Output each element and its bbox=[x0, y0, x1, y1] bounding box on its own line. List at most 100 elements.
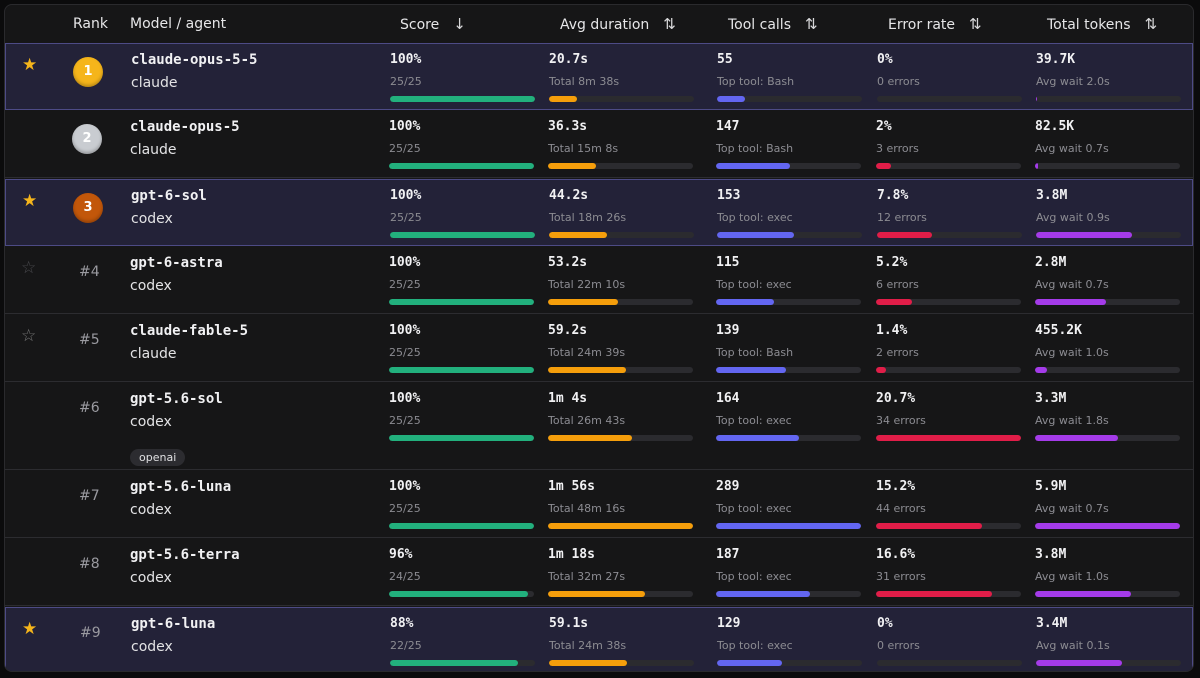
tool-calls-subtext: Top tool: exec bbox=[716, 502, 792, 515]
error-rate-cell: 7.8% 12 errors bbox=[877, 180, 1022, 247]
sort-updown-icon[interactable]: ⇅ bbox=[1144, 15, 1158, 33]
header-tool-calls[interactable]: Tool calls ⇅ bbox=[728, 5, 818, 43]
tool-calls-bar-fill bbox=[717, 232, 794, 238]
error-rate-subtext: 34 errors bbox=[876, 414, 926, 427]
avg-duration-value: 1m 4s bbox=[548, 391, 588, 406]
total-tokens-bar-track bbox=[1035, 523, 1180, 529]
avg-duration-cell: 20.7s Total 8m 38s bbox=[549, 44, 694, 111]
total-tokens-bar-track bbox=[1035, 591, 1180, 597]
header-avg-duration[interactable]: Avg duration ⇅ bbox=[560, 5, 676, 43]
sort-updown-icon[interactable]: ⇅ bbox=[969, 15, 982, 33]
avg-duration-bar-track bbox=[549, 660, 694, 666]
total-tokens-subtext: Avg wait 0.7s bbox=[1035, 142, 1109, 155]
arrow-down-icon[interactable]: ↓ bbox=[453, 15, 466, 33]
error-rate-bar-fill bbox=[877, 232, 933, 238]
star-outline-icon[interactable]: ☆ bbox=[21, 258, 37, 278]
star-outline-icon[interactable]: ☆ bbox=[21, 326, 37, 346]
header-score-label: Score bbox=[400, 17, 440, 33]
tool-calls-value: 129 bbox=[717, 616, 741, 631]
model-name[interactable]: gpt-5.6-terra bbox=[130, 547, 240, 563]
avg-duration-value: 53.2s bbox=[548, 255, 588, 270]
score-bar-fill bbox=[389, 163, 534, 169]
error-rate-cell: 0% 0 errors bbox=[877, 44, 1022, 111]
error-rate-bar-fill bbox=[876, 591, 992, 597]
rank-number: #8 bbox=[79, 556, 100, 572]
error-rate-value: 15.2% bbox=[876, 479, 916, 494]
star-filled-icon[interactable]: ★ bbox=[22, 55, 38, 75]
tool-calls-bar-track bbox=[717, 96, 862, 102]
table-row[interactable]: ★ #9 gpt-6-luna codex 88% 22/25 59.1s Total 24m… bbox=[5, 607, 1193, 671]
star-filled-icon[interactable]: ★ bbox=[22, 619, 38, 639]
total-tokens-subtext: Avg wait 0.1s bbox=[1036, 639, 1110, 652]
tool-calls-cell: 147 Top tool: Bash bbox=[716, 111, 861, 178]
avg-duration-bar-track bbox=[549, 96, 694, 102]
sort-updown-icon[interactable]: ⇅ bbox=[663, 15, 676, 33]
score-cell: 96% 24/25 bbox=[389, 539, 534, 606]
total-tokens-bar-fill bbox=[1035, 367, 1047, 373]
tool-calls-subtext: Top tool: Bash bbox=[716, 142, 794, 155]
total-tokens-cell: 5.9M Avg wait 0.7s bbox=[1035, 471, 1180, 538]
model-name[interactable]: gpt-5.6-luna bbox=[130, 479, 232, 495]
total-tokens-cell: 3.8M Avg wait 1.0s bbox=[1035, 539, 1180, 606]
header-score[interactable]: Score ↓ bbox=[400, 5, 466, 43]
sort-updown-icon[interactable]: ⇅ bbox=[805, 15, 818, 33]
provider-tag: openai bbox=[130, 449, 186, 466]
avg-duration-bar-fill bbox=[548, 163, 596, 169]
score-value: 88% bbox=[390, 616, 414, 631]
table-row[interactable]: ☆2claude-opus-5claude100%25/2536.3sTotal… bbox=[5, 111, 1193, 178]
tool-calls-subtext: Top tool: Bash bbox=[716, 346, 794, 359]
header-total-tokens[interactable]: Total tokens ⇅ bbox=[1047, 5, 1157, 43]
total-tokens-value: 3.4M bbox=[1036, 616, 1068, 631]
header-error-rate[interactable]: Error rate ⇅ bbox=[888, 5, 982, 43]
tool-calls-bar-track bbox=[717, 660, 862, 666]
table-row[interactable]: ★ 3 gpt-6-sol codex 100% 25/25 44.2s Total 18m … bbox=[5, 179, 1193, 246]
table-row[interactable]: ☆ #4 gpt-6-astra codex 100% 25/25 53.2s Total 2… bbox=[5, 247, 1193, 314]
total-tokens-bar-fill bbox=[1036, 660, 1122, 666]
model-name[interactable]: gpt-5.6-sol bbox=[130, 391, 223, 407]
header-model: Model / agent bbox=[130, 16, 227, 32]
error-rate-value: 5.2% bbox=[876, 255, 908, 270]
tool-calls-cell: 164 Top tool: exec bbox=[716, 383, 861, 450]
error-rate-value: 2% bbox=[876, 119, 892, 134]
header-total-tokens-label: Total tokens bbox=[1047, 17, 1131, 33]
total-tokens-value: 39.7K bbox=[1036, 52, 1076, 67]
avg-duration-bar-track bbox=[548, 163, 693, 169]
total-tokens-bar-fill bbox=[1035, 523, 1180, 529]
model-name[interactable]: claude-fable-5 bbox=[130, 323, 249, 339]
avg-duration-value: 44.2s bbox=[549, 188, 589, 203]
tool-calls-bar-fill bbox=[716, 591, 811, 597]
score-cell: 100% 25/25 bbox=[389, 471, 534, 538]
error-rate-bar-fill bbox=[876, 435, 1021, 441]
total-tokens-bar-fill bbox=[1035, 435, 1118, 441]
model-name[interactable]: gpt-6-luna bbox=[131, 616, 216, 632]
tool-calls-cell: 115 Top tool: exec bbox=[716, 247, 861, 314]
table-row[interactable]: ☆ #5 claude-fable-5 claude 100% 25/25 59.2s Tot… bbox=[5, 315, 1193, 382]
star-filled-icon[interactable]: ★ bbox=[22, 191, 38, 211]
header-tool-calls-label: Tool calls bbox=[728, 17, 791, 33]
agent-name: claude bbox=[130, 142, 177, 158]
total-tokens-bar-track bbox=[1036, 660, 1181, 666]
model-name[interactable]: gpt-6-sol bbox=[131, 188, 207, 204]
total-tokens-cell: 455.2K Avg wait 1.0s bbox=[1035, 315, 1180, 382]
rank-number: #5 bbox=[79, 332, 100, 348]
score-subtext: 25/25 bbox=[389, 346, 421, 359]
error-rate-bar-track bbox=[877, 232, 1022, 238]
model-name[interactable]: claude-opus-5 bbox=[130, 119, 240, 135]
model-name[interactable]: gpt-6-astra bbox=[130, 255, 223, 271]
tool-calls-bar-fill bbox=[716, 299, 774, 305]
avg-duration-value: 36.3s bbox=[548, 119, 588, 134]
table-row[interactable]: ★ 1 claude-opus-5-5 claude 100% 25/25 20.7s Tot… bbox=[5, 43, 1193, 110]
error-rate-bar-fill bbox=[876, 163, 891, 169]
score-bar-track bbox=[389, 163, 534, 169]
rank-medal-gold: 1 bbox=[73, 57, 103, 87]
error-rate-bar-track bbox=[877, 660, 1022, 666]
tool-calls-subtext: Top tool: exec bbox=[716, 278, 792, 291]
total-tokens-bar-track bbox=[1035, 163, 1180, 169]
total-tokens-bar-track bbox=[1036, 232, 1181, 238]
score-bar-track bbox=[390, 660, 535, 666]
tool-calls-subtext: Top tool: exec bbox=[716, 414, 792, 427]
model-name[interactable]: claude-opus-5-5 bbox=[131, 52, 258, 68]
